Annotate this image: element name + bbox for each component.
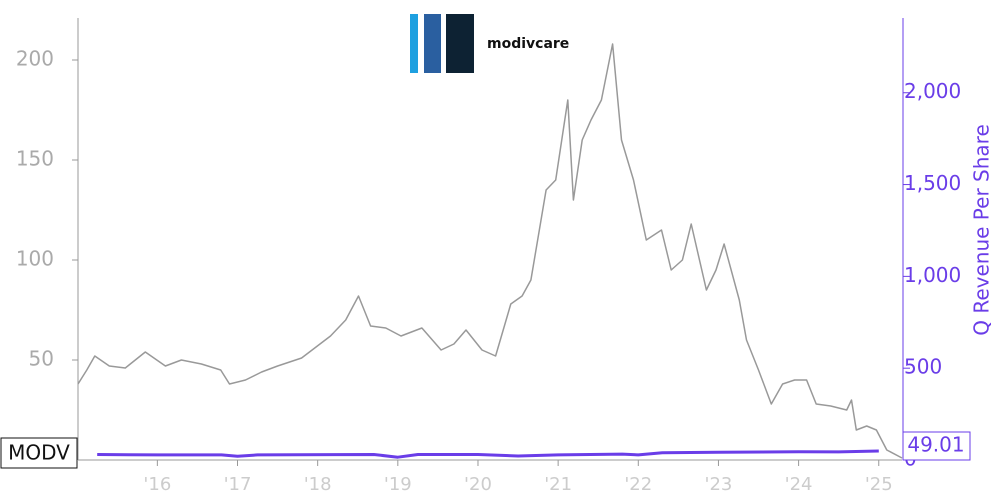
series-line — [97, 449, 879, 459]
x-tick-label: '25 — [865, 474, 893, 495]
y2-tick-label: 1,000 — [904, 263, 961, 287]
series-line — [77, 43, 903, 459]
x-tick-label: '16 — [143, 474, 171, 495]
y-tick-label: 50 — [29, 347, 54, 371]
x-tick-label: '20 — [464, 474, 492, 495]
y-tick-label: 200 — [16, 47, 54, 71]
y-tick-label: 150 — [16, 147, 54, 171]
x-tick-label: '18 — [304, 474, 332, 495]
y2-tick-label: 500 — [904, 355, 942, 379]
x-tick-label: '19 — [384, 474, 412, 495]
logo-bar — [410, 14, 418, 73]
logo-text: modivcare — [487, 36, 569, 52]
series-label-box — [0, 437, 78, 469]
x-tick-label: '22 — [624, 474, 652, 495]
x-tick-label: '24 — [785, 474, 813, 495]
y2-tick-label: 1,500 — [904, 171, 961, 195]
last-value-label: 49.01 — [907, 433, 964, 457]
last-value-box — [902, 431, 971, 461]
logo-bar — [446, 14, 474, 73]
x-tick-label: '23 — [705, 474, 733, 495]
y2-axis-label: Q Revenue Per Share — [970, 124, 994, 336]
series-label: MODV — [8, 441, 70, 465]
logo-bar — [424, 14, 441, 73]
x-tick-label: '21 — [544, 474, 572, 495]
y2-tick-label: 2,000 — [904, 79, 961, 103]
x-tick-label: '17 — [224, 474, 252, 495]
y-tick-label: 100 — [16, 247, 54, 271]
